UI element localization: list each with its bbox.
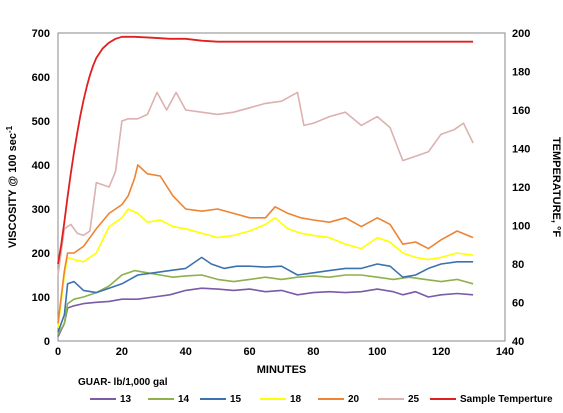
x-tick-label: 40 [180, 346, 192, 358]
series-line-20 [57, 164, 474, 324]
legend-label: 14 [178, 394, 190, 405]
right-y-tick-label: 120 [512, 182, 530, 194]
left-y-tick-label: 500 [32, 116, 50, 128]
series-line-18 [57, 208, 474, 328]
right-y-tick-label: 140 [512, 144, 530, 156]
left-y-tick-label: 200 [32, 248, 50, 260]
right-y-tick-label: 180 [512, 67, 530, 79]
right-y-axis-title: TEMPERATURE, °F [550, 137, 562, 237]
series-line-13 [57, 287, 474, 337]
plot-area-frame [57, 32, 506, 342]
legend: 13 14 15 18 20 25 Sample Temperture [90, 394, 553, 405]
series-line-25 [57, 91, 474, 276]
left-y-tick-label: 400 [32, 160, 50, 172]
legend-label: 25 [408, 394, 420, 405]
series-line-14 [57, 269, 474, 335]
x-tick-label: 100 [368, 346, 386, 358]
left-y-axis-title: VISCOSITY @ 100 sec-1 [5, 125, 19, 248]
legend-label: 20 [348, 394, 360, 405]
left-y-tick-label: 100 [32, 292, 50, 304]
x-axis-title: MINUTES [257, 364, 307, 376]
left-y-tick-label: 300 [32, 204, 50, 216]
legend-label: 18 [290, 394, 302, 405]
right-y-tick-label: 80 [512, 259, 524, 271]
legend-label: 13 [120, 394, 132, 405]
left-y-axis-title-text: VISCOSITY @ 100 sec [7, 133, 19, 248]
x-tick-label: 0 [55, 346, 61, 358]
right-y-tick-label: 160 [512, 105, 530, 117]
right-y-tick-label: 100 [512, 221, 530, 233]
legend-title: GUAR- lb/1,000 gal [78, 377, 168, 388]
series-line-sample-temperture [57, 35, 474, 265]
left-y-axis-title-superscript: -1 [5, 125, 14, 133]
right-y-tick-label: 200 [512, 28, 530, 40]
x-tick-label: 140 [496, 346, 514, 358]
x-tick-label: 80 [307, 346, 319, 358]
right-y-tick-label: 40 [512, 336, 524, 348]
left-y-tick-label: 600 [32, 72, 50, 84]
legend-label: Sample Temperture [460, 394, 553, 405]
legend-label: 15 [230, 394, 242, 405]
series-line-15 [57, 256, 474, 333]
x-tick-label: 60 [243, 346, 255, 358]
left-y-tick-label: 700 [32, 28, 50, 40]
left-y-tick-label: 0 [44, 336, 50, 348]
x-tick-label: 120 [432, 346, 450, 358]
x-tick-label: 20 [116, 346, 128, 358]
right-y-tick-label: 60 [512, 298, 524, 310]
